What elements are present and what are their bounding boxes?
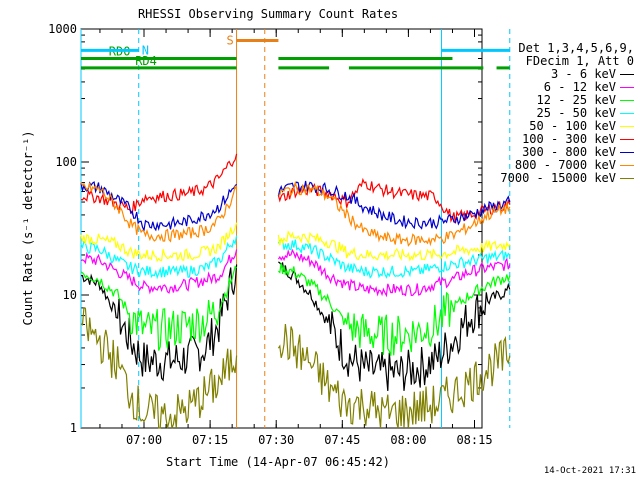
legend-header-1: Det 1,3,4,5,6,9, [518, 41, 634, 55]
legend-item: 50 - 100 keV [500, 120, 634, 133]
legend-header-2: FDecim 1, Att 0 [525, 54, 634, 68]
legend-item: 800 - 7000 keV [500, 159, 634, 172]
y-axis-label: Count Rate (s⁻¹ detector⁻¹) [21, 130, 35, 325]
x-tick-label: 07:00 [126, 433, 162, 447]
flag-label: RD4 [135, 54, 157, 68]
legend-label: 100 - 300 keV [522, 132, 616, 146]
legend-label: 7000 - 15000 keV [500, 171, 616, 185]
series-line [80, 182, 238, 243]
legend-item: 12 - 25 keV [500, 94, 634, 107]
legend-label: 300 - 800 keV [522, 145, 616, 159]
flag-label: N [142, 43, 149, 57]
legend-label: 6 - 12 keV [543, 80, 616, 94]
legend-label: 3 - 6 keV [550, 67, 616, 81]
series-line [278, 261, 511, 391]
x-tick-label: 07:15 [192, 433, 228, 447]
legend-swatch [620, 178, 634, 179]
legend-swatch [620, 165, 634, 166]
series-line [277, 238, 511, 279]
series-line [80, 153, 238, 217]
x-axis-label: Start Time (14-Apr-07 06:45:42) [166, 455, 390, 469]
legend-swatch [620, 126, 634, 127]
series-line [278, 262, 511, 356]
x-tick-label: 07:45 [324, 433, 360, 447]
axis-ticks: 1 10 100 1000 07:00 07:15 07:30 07:45 08:00 08:15 [48, 22, 492, 447]
legend-item: 25 - 50 keV [500, 107, 634, 120]
legend-swatch [620, 100, 634, 101]
series-line [80, 181, 238, 233]
series-line [80, 264, 238, 382]
series-line [80, 222, 238, 263]
legend-item: 7000 - 15000 keV [500, 172, 634, 185]
legend-item: 3 - 6 keV [500, 68, 634, 81]
y-tick-label: 1 [70, 421, 77, 435]
x-tick-label: 08:15 [456, 433, 492, 447]
series-line [277, 180, 511, 230]
legend-item: 6 - 12 keV [500, 81, 634, 94]
legend-swatch [620, 87, 634, 88]
footer-timestamp: 14-Oct-2021 17:31 [543, 466, 636, 476]
y-tick-label: 10 [63, 288, 77, 302]
series-line [277, 324, 511, 429]
legend-swatch [620, 139, 634, 140]
legend-label: 12 - 25 keV [536, 93, 616, 107]
y-tick-label: 100 [55, 155, 77, 169]
series-group [80, 153, 511, 429]
x-tick-label: 08:00 [390, 433, 426, 447]
x-tick-label: 07:30 [258, 433, 294, 447]
series-line [80, 265, 237, 351]
legend-label: 800 - 7000 keV [514, 158, 616, 172]
legend-item: 100 - 300 keV [500, 133, 634, 146]
flag-bars: RD0RD4NS [81, 33, 510, 70]
series-line [80, 235, 238, 280]
legend-label: 50 - 100 keV [529, 119, 616, 133]
series-line [80, 249, 238, 295]
legend-item: 300 - 800 keV [500, 146, 634, 159]
series-line [80, 307, 238, 429]
flag-label: S [227, 33, 234, 47]
legend-swatch [620, 113, 634, 114]
series-line [278, 180, 511, 247]
legend-swatch [620, 74, 634, 75]
chart-title: RHESSI Observing Summary Count Rates [138, 7, 398, 21]
legend: Det 1,3,4,5,6,9, FDecim 1, Att 0 3 - 6 k… [500, 41, 634, 185]
legend-label: 25 - 50 keV [536, 106, 616, 120]
series-line [277, 230, 511, 262]
series-line [277, 248, 511, 298]
y-tick-label: 1000 [48, 22, 77, 36]
legend-swatch [620, 152, 634, 153]
